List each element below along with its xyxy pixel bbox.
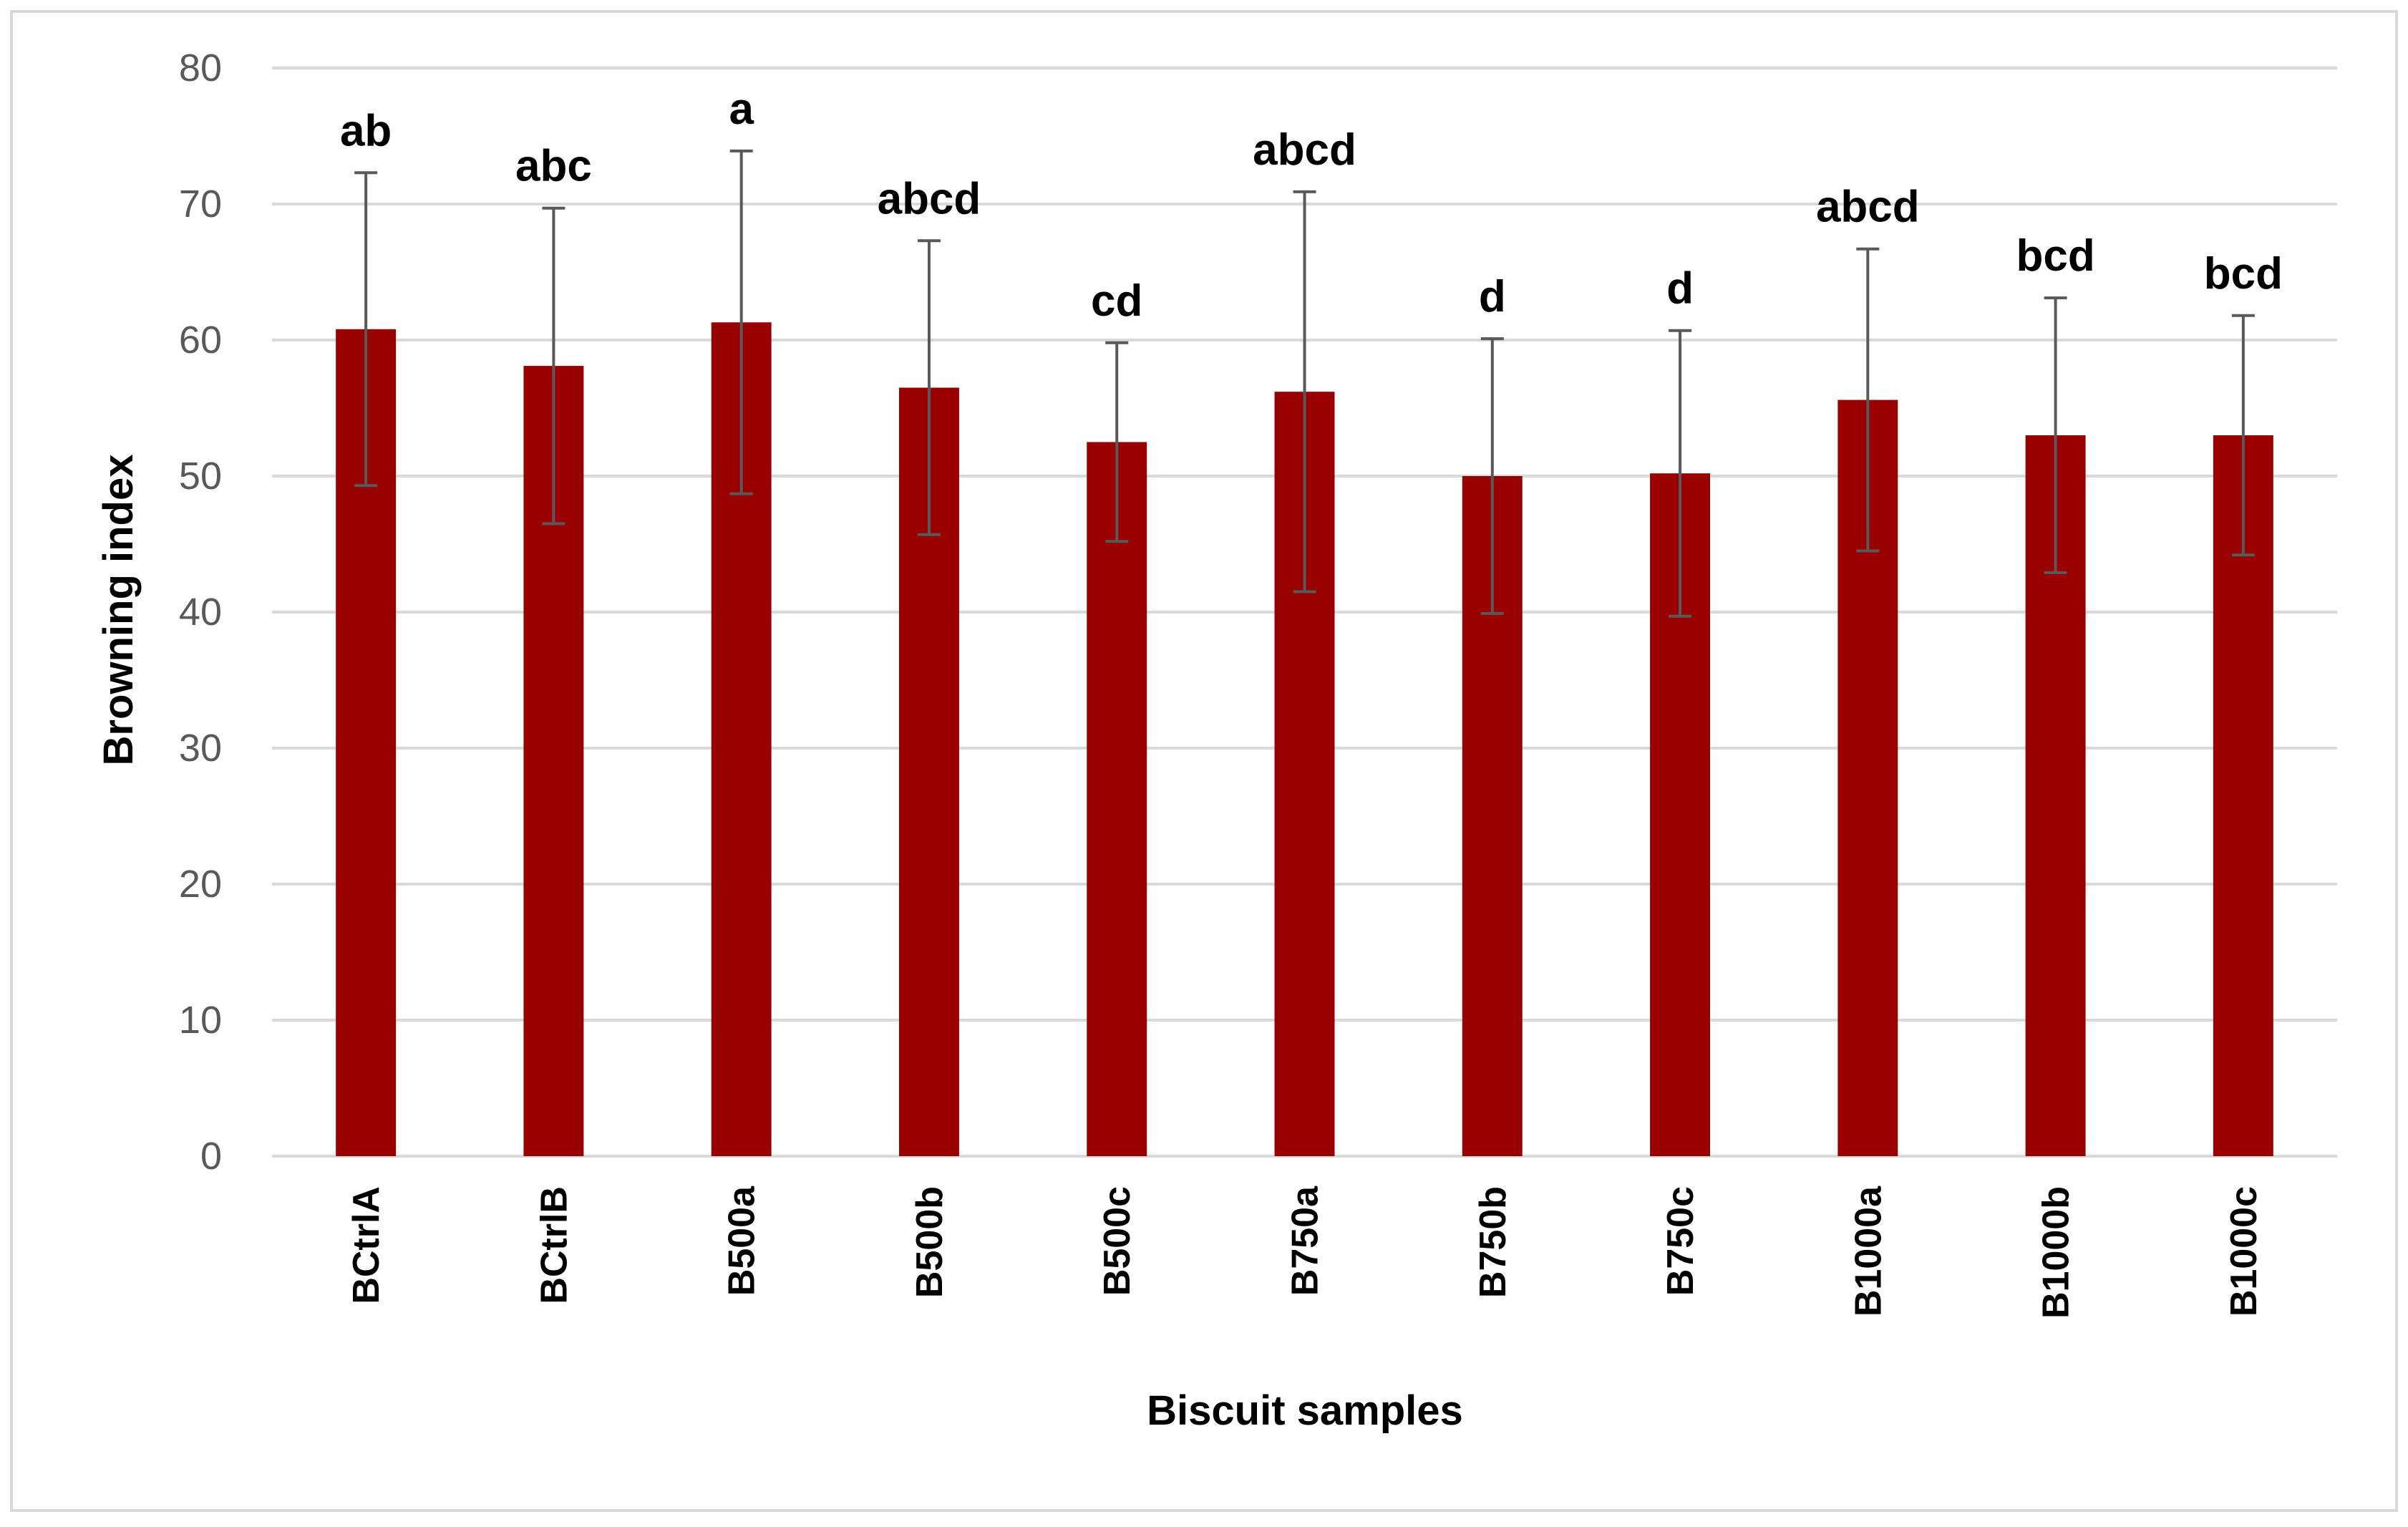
error-bar-B1000b	[2044, 296, 2067, 574]
y-tick-label: 0	[200, 1135, 222, 1178]
significance-label-B1000b: bcd	[2016, 231, 2094, 281]
error-bar-B1000c	[2231, 314, 2255, 557]
x-tick-label-B1000c: B1000c	[2223, 1186, 2265, 1317]
y-tick-label: 60	[179, 319, 222, 362]
significance-label-BCtrlA: ab	[340, 106, 392, 155]
x-tick-label-B500c: B500c	[1097, 1186, 1138, 1296]
significance-label-B500a: a	[729, 84, 754, 134]
chart-border	[10, 10, 2398, 1512]
x-axis-title: Biscuit samples	[1147, 1387, 1463, 1434]
y-tick-label: 80	[179, 47, 222, 89]
error-bars	[354, 149, 2255, 618]
error-bar-B500b	[917, 239, 941, 536]
error-bar-B750c	[1669, 329, 1692, 618]
significance-labels: ab abc a abcd cd abcd d d abcd bcd bcd	[340, 84, 2283, 326]
y-tick-label: 30	[179, 727, 222, 770]
error-bar-B1000a	[1856, 247, 1880, 553]
x-tick-label-B1000b: B1000b	[2036, 1186, 2077, 1319]
significance-label-B500c: cd	[1091, 276, 1142, 326]
error-bar-B750a	[1293, 190, 1316, 593]
significance-label-B750c: d	[1666, 264, 1694, 314]
significance-label-B1000a: abcd	[1816, 183, 1920, 232]
x-tick-label-B500a: B500a	[722, 1186, 763, 1296]
error-bar-B500c	[1105, 341, 1129, 543]
significance-label-B750a: abcd	[1253, 125, 1356, 175]
x-tick-label-B500b: B500b	[909, 1186, 951, 1298]
significance-label-B750b: d	[1479, 272, 1506, 321]
y-tick-label: 40	[179, 591, 222, 634]
bar-B500c	[1087, 442, 1147, 1156]
y-tick-label: 50	[179, 455, 222, 498]
error-bar-BCtrlB	[542, 206, 565, 525]
y-tick-label: 10	[179, 999, 222, 1042]
error-bar-B500a	[729, 149, 753, 495]
x-tick-label-B750b: B750b	[1472, 1186, 1514, 1298]
significance-label-B500b: abcd	[878, 174, 981, 223]
x-tick-label-BCtrlB: BCtrlB	[533, 1186, 575, 1304]
y-axis-title: Browning index	[95, 455, 142, 766]
significance-label-B1000c: bcd	[2204, 249, 2283, 299]
x-tick-label-B750c: B750c	[1660, 1186, 1701, 1296]
significance-label-BCtrlB: abc	[515, 142, 592, 191]
x-tick-label-B750a: B750a	[1285, 1186, 1326, 1296]
x-tick-label-B1000a: B1000a	[1848, 1186, 1889, 1317]
x-axis-ticks: BCtrlA BCtrlB B500a B500b B500c B750a B750b B75…	[346, 1186, 2265, 1319]
error-bar-BCtrlA	[354, 171, 378, 488]
y-tick-label: 70	[179, 183, 222, 226]
y-tick-label: 20	[179, 863, 222, 906]
error-bar-B750b	[1480, 337, 1504, 615]
x-tick-label-BCtrlA: BCtrlA	[346, 1186, 387, 1304]
y-axis-ticks: 0 10 20 30 40 50 60 70 80	[179, 47, 222, 1178]
